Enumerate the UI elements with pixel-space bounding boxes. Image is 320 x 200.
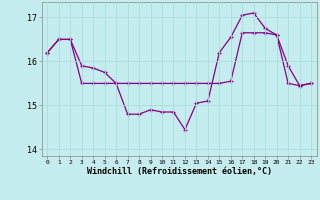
X-axis label: Windchill (Refroidissement éolien,°C): Windchill (Refroidissement éolien,°C)	[87, 167, 272, 176]
